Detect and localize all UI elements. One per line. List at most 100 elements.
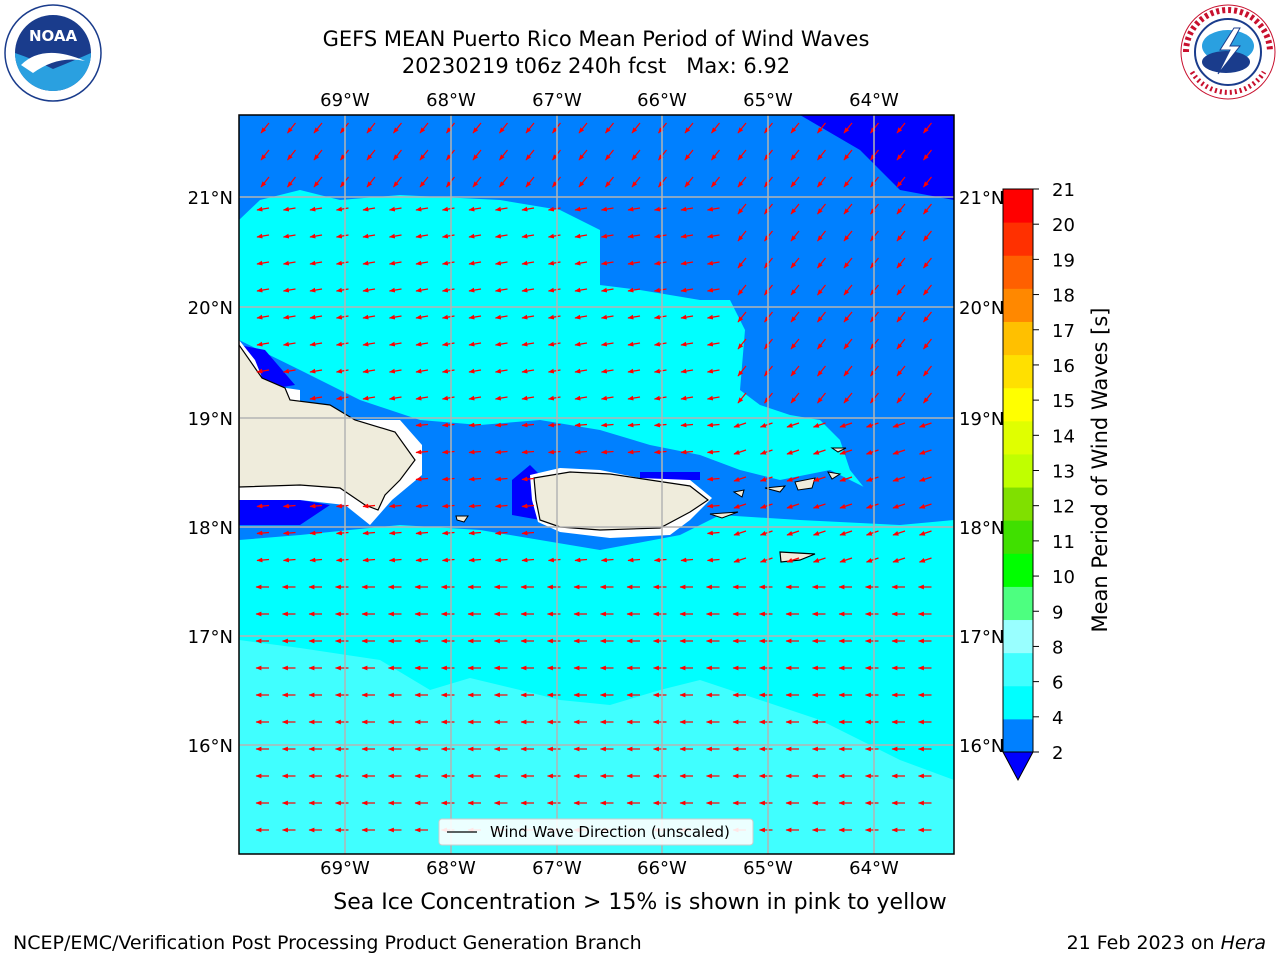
wave-direction-arrow — [547, 341, 561, 347]
wave-direction-arrow — [737, 284, 747, 296]
wave-direction-arrow — [282, 260, 296, 266]
wave-direction-arrow — [843, 203, 853, 215]
wave-direction-arrow — [711, 122, 720, 134]
wave-direction-arrow — [680, 341, 694, 347]
wave-direction-arrow — [335, 233, 349, 239]
wave-direction-arrow — [468, 233, 482, 239]
wave-direction-arrow — [706, 530, 720, 536]
lon-label-bottom: 66°W — [637, 858, 687, 879]
wave-direction-arrow — [256, 557, 270, 563]
field-under-pr-north — [640, 472, 700, 480]
lon-label-bottom: 67°W — [532, 858, 582, 879]
lat-label-right: 18°N — [959, 518, 1004, 539]
wave-direction-arrow — [309, 503, 323, 509]
wave-direction-arrow — [574, 395, 588, 401]
wave-direction-arrow — [441, 206, 455, 212]
wave-direction-arrow — [362, 206, 376, 212]
wave-direction-arrow — [366, 149, 376, 161]
wave-direction-arrow — [600, 395, 614, 401]
wave-direction-arrow — [631, 149, 641, 161]
wave-direction-arrow — [547, 557, 561, 563]
wave-direction-arrow — [335, 314, 349, 320]
wave-direction-arrow — [260, 122, 270, 134]
wave-direction-arrow — [896, 149, 906, 161]
colorbar-segment — [1003, 189, 1033, 223]
wave-direction-arrow — [896, 311, 906, 323]
wave-direction-arrow — [468, 341, 482, 347]
wave-direction-arrow — [415, 395, 429, 401]
wave-direction-arrow — [335, 206, 349, 212]
wave-direction-arrow — [309, 368, 323, 374]
lat-label-right: 17°N — [959, 627, 1004, 648]
wave-direction-arrow — [256, 287, 270, 293]
colorbar-segment — [1003, 487, 1033, 521]
graticule — [239, 115, 954, 854]
wave-direction-arrow — [415, 287, 429, 293]
chart-title: GEFS MEAN Puerto Rico Mean Period of Win… — [322, 27, 870, 51]
colorbar-tick-label: 8 — [1052, 637, 1063, 658]
wave-direction-arrow — [521, 233, 535, 239]
wave-direction-arrow — [309, 395, 323, 401]
wave-direction-arrow — [631, 176, 641, 188]
colorbar-tick-label: 15 — [1052, 391, 1075, 412]
wave-direction-arrow — [282, 206, 296, 212]
wave-direction-arrow — [600, 206, 614, 212]
wave-direction-arrow — [843, 284, 853, 296]
lat-label-left: 19°N — [188, 409, 233, 430]
wave-direction-arrow — [790, 311, 800, 323]
wave-direction-arrow — [653, 449, 667, 455]
wave-direction-arrow — [680, 206, 694, 212]
wave-direction-arrow — [547, 395, 561, 401]
lat-label-left: 16°N — [188, 736, 233, 757]
noaa-logo: NOAA — [4, 4, 102, 102]
wave-direction-arrow — [812, 530, 826, 536]
wave-direction-arrow — [494, 260, 508, 266]
wave-direction-arrow — [790, 338, 800, 350]
wave-direction-arrow — [547, 449, 561, 455]
wave-direction-arrow — [494, 314, 508, 320]
wave-direction-arrow — [600, 260, 614, 266]
colorbar-tick-label: 6 — [1052, 673, 1063, 694]
colorbar-segment — [1003, 255, 1033, 289]
wave-direction-arrow — [843, 257, 853, 269]
wave-direction-arrow — [680, 260, 694, 266]
land-small-islands — [455, 447, 847, 523]
wave-direction-arrow — [839, 422, 853, 428]
wave-direction-arrow — [494, 422, 508, 428]
wave-direction-arrow — [627, 233, 641, 239]
wave-direction-arrow — [706, 287, 720, 293]
wave-direction-arrow — [627, 368, 641, 374]
wave-direction-arrow — [335, 557, 349, 563]
wave-direction-arrow — [574, 341, 588, 347]
colorbar-segment — [1003, 354, 1033, 389]
wave-direction-arrow — [441, 449, 455, 455]
wave-direction-arrow — [759, 422, 773, 428]
wave-direction-arrow — [468, 449, 482, 455]
colorbar-tick-label: 16 — [1052, 356, 1075, 377]
lon-label-top: 68°W — [426, 90, 476, 111]
wave-direction-arrow — [362, 503, 376, 509]
wave-direction-arrow — [362, 530, 376, 536]
colorbar-tick-label: 17 — [1052, 321, 1075, 342]
wave-direction-arrow — [600, 233, 614, 239]
colorbar-tick-label: 21 — [1052, 180, 1075, 201]
wave-direction-arrow — [282, 530, 296, 536]
wave-direction-arrow — [711, 176, 720, 188]
wave-direction-arrow — [415, 422, 429, 428]
wave-direction-arrow — [706, 260, 720, 266]
legend-label: Wind Wave Direction (unscaled) — [490, 823, 730, 841]
wave-direction-arrow — [653, 395, 667, 401]
wave-direction-arrow — [706, 476, 720, 482]
wave-direction-arrow — [680, 314, 694, 320]
wave-direction-arrow — [843, 230, 853, 242]
colorbar-segment — [1003, 718, 1033, 753]
wave-direction-arrow — [472, 176, 482, 188]
wave-direction-arrow — [843, 392, 853, 404]
lon-label-top: 69°W — [320, 90, 370, 111]
wave-direction-arrow — [653, 233, 667, 239]
wave-direction-arrow — [468, 476, 482, 482]
wave-direction-arrow — [759, 530, 773, 536]
wave-direction-arrow — [578, 176, 588, 188]
noaa-logo-text: NOAA — [29, 27, 78, 45]
wave-direction-arrow — [627, 557, 641, 563]
